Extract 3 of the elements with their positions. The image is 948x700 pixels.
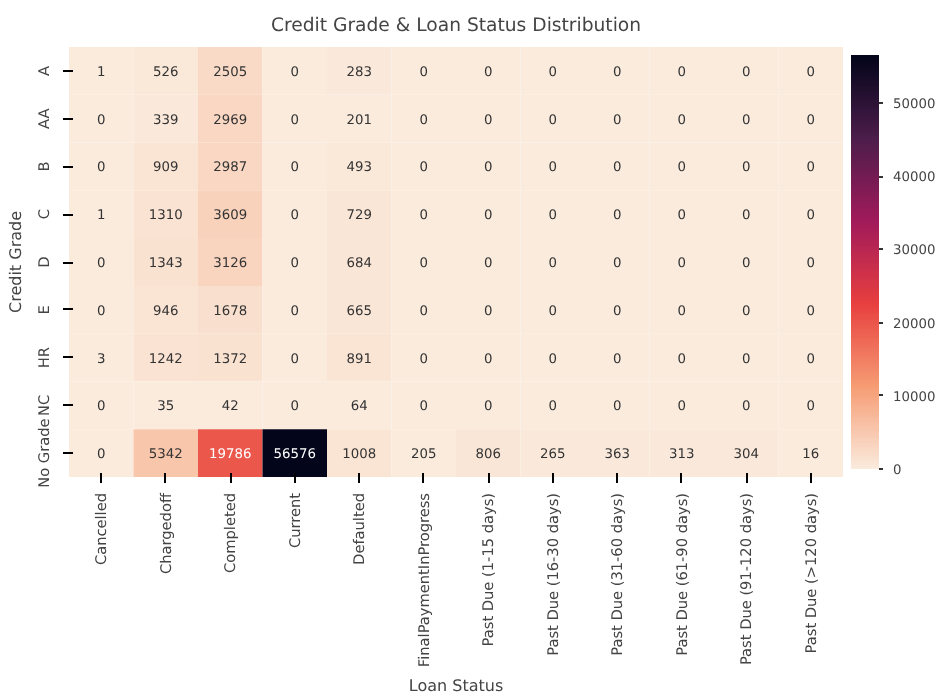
x-axis-title: Loan Status <box>408 677 504 696</box>
chart-title: Credit Grade & Loan Status Distribution <box>270 15 642 37</box>
y-axis-title: Credit Grade <box>7 210 25 313</box>
